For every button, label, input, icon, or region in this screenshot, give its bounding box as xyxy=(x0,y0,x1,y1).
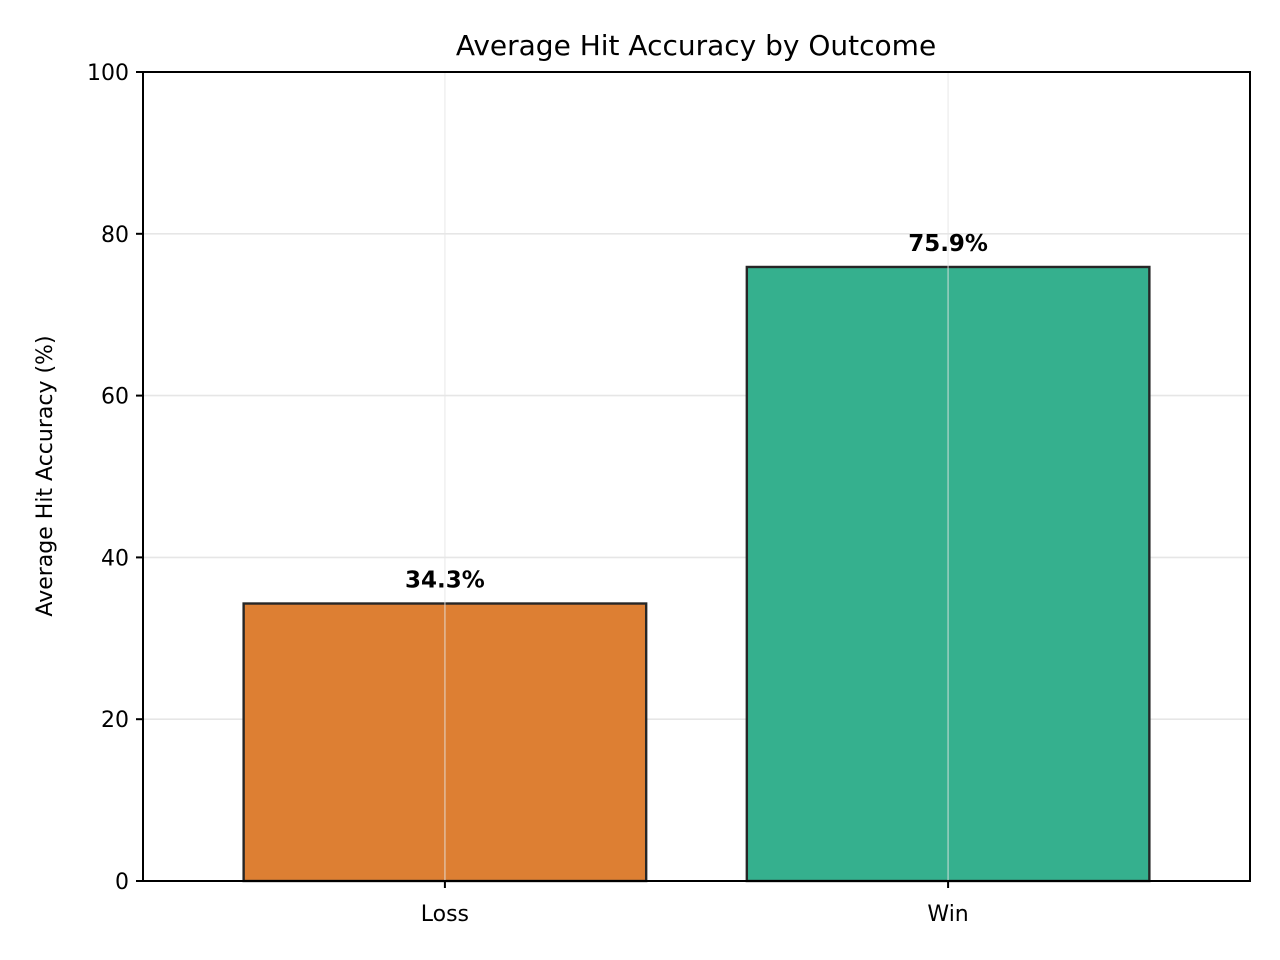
data-label-loss: 34.3% xyxy=(405,568,485,594)
plot-frame xyxy=(142,71,1251,882)
x-tick-label: Win xyxy=(927,902,968,927)
y-tick-label: 100 xyxy=(87,61,129,86)
x-axis-ticks: Loss Win xyxy=(421,881,969,927)
y-tick-label: 80 xyxy=(101,223,129,248)
chart-title: Average Hit Accuracy by Outcome xyxy=(456,29,936,62)
y-tick-label: 20 xyxy=(101,708,129,733)
y-axis-ticks: 0 20 40 60 80 100 xyxy=(87,61,143,895)
y-tick-label: 40 xyxy=(101,546,129,571)
y-axis-label: Average Hit Accuracy (%) xyxy=(33,335,58,616)
data-label-win: 75.9% xyxy=(908,231,988,257)
data-labels-layer: 34.3% 75.9% xyxy=(405,231,988,594)
x-tick-label: Loss xyxy=(421,902,469,927)
bars-layer xyxy=(242,265,1151,883)
y-tick-label: 0 xyxy=(115,870,129,895)
y-tick-label: 60 xyxy=(101,385,129,410)
vertical-grid-layer xyxy=(444,72,949,881)
